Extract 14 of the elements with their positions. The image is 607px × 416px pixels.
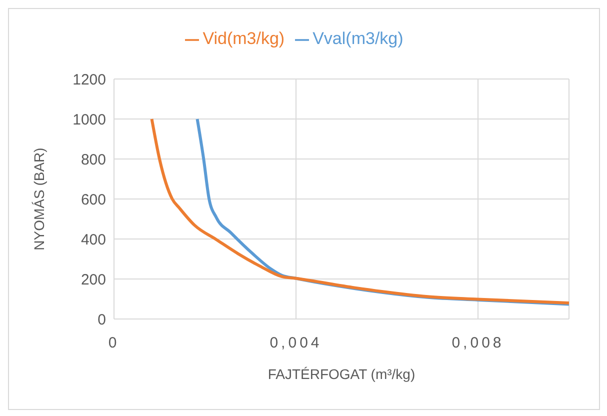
y-tick-label: 1200: [72, 71, 106, 88]
x-tick-label: 0: [108, 334, 120, 352]
y-tick-label: 1000: [72, 111, 106, 128]
x-tick-label: 0,004: [270, 334, 322, 352]
y-axis-title: NYOMÁS (BAR): [30, 148, 47, 250]
x-axis-title: FAJTÉRFOGAT (m³/kg): [268, 366, 416, 382]
legend-label: Vval(m3/kg): [312, 29, 404, 48]
y-tick-label: 0: [98, 311, 106, 328]
x-tick-label: 0,008: [452, 334, 504, 352]
y-tick-label: 200: [80, 271, 106, 288]
y-tick-label: 400: [80, 231, 106, 248]
y-tick-label: 800: [80, 151, 106, 168]
legend-label: Vid(m3/kg): [202, 29, 285, 48]
y-tick-label: 600: [80, 191, 106, 208]
